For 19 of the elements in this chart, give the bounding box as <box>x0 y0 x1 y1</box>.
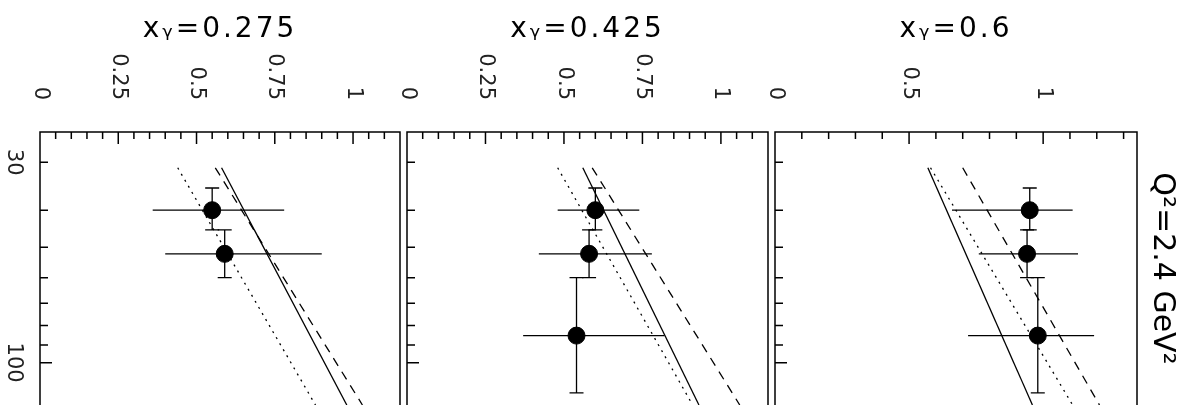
text: Q²=2.4 GeV² <box>1147 172 1183 365</box>
x-tick-label: 0 <box>29 86 54 100</box>
x-tick-label: 0.5 <box>898 66 923 100</box>
x-tick-label: 1 <box>710 86 735 100</box>
chart-title: xᵧ=0.275 <box>142 11 298 44</box>
x-tick-label: 0 <box>396 86 421 100</box>
x-tick-label: 0 <box>764 86 789 100</box>
y-tick-label: 30 <box>2 148 27 176</box>
x-tick-label: 0.75 <box>264 53 289 100</box>
x-tick-label: 1 <box>1032 86 1057 100</box>
x-tick-label: 0.5 <box>186 66 211 100</box>
x-tick-label: 0.5 <box>553 66 578 100</box>
x-tick-label: 0.25 <box>475 53 500 100</box>
chart-title: xᵧ=0.6 <box>899 11 1013 44</box>
x-tick-label: 0.25 <box>107 53 132 100</box>
chart-title: xᵧ=0.425 <box>510 11 665 44</box>
x-tick-label: 1 <box>342 86 367 100</box>
x-tick-label: 0.75 <box>631 53 656 100</box>
y-tick-label: 100 <box>2 342 27 383</box>
